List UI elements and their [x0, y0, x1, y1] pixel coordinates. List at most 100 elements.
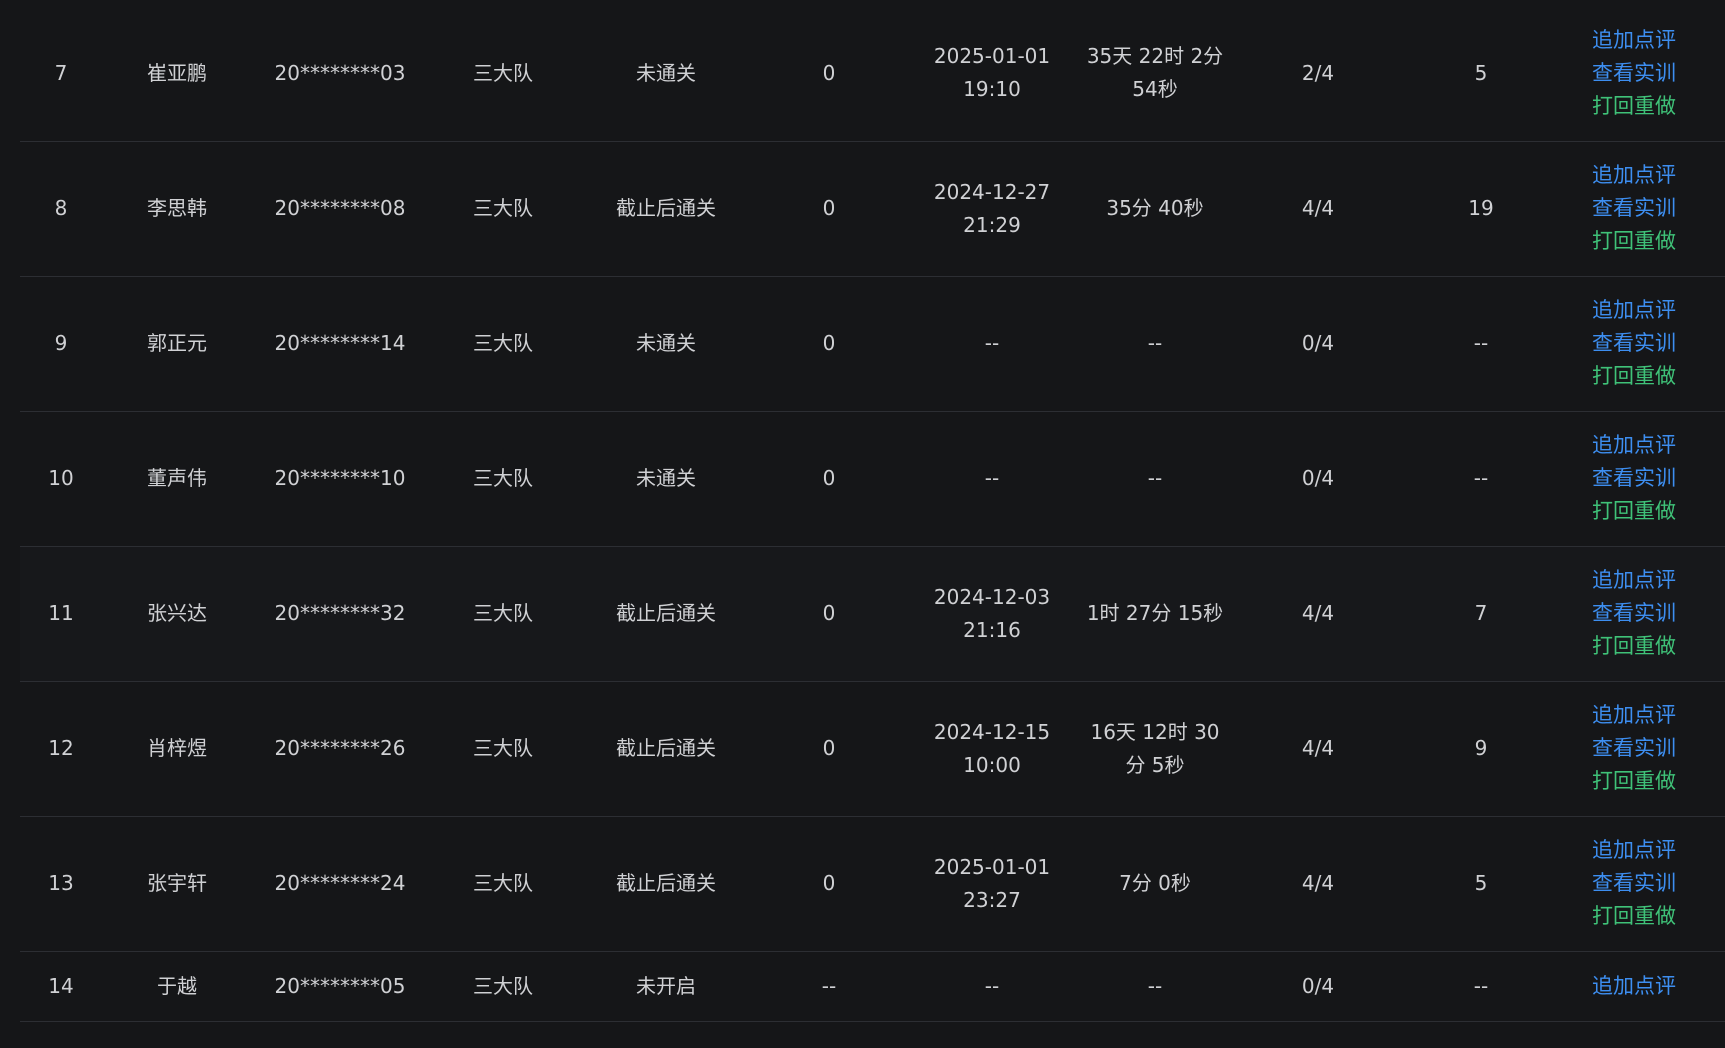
student-records-table: 7 崔亚鹏 20********03 三大队 未通关 0 2025-01-01 1…: [20, 6, 1725, 1022]
status-label: 未通关: [636, 466, 696, 490]
table-row: 8 李思韩 20********08 三大队 截止后通关 0 2024-12-2…: [20, 141, 1725, 276]
add-comment-link[interactable]: 追加点评: [1592, 568, 1676, 592]
add-comment-link[interactable]: 追加点评: [1592, 298, 1676, 322]
team-name: 三大队: [473, 601, 533, 625]
add-comment-link[interactable]: 追加点评: [1592, 703, 1676, 727]
status-label: 未通关: [636, 60, 696, 85]
score-value: 0: [822, 331, 836, 355]
team-name: 三大队: [473, 331, 533, 355]
row-number: 14: [48, 973, 74, 998]
table-row: 13 张宇轩 20********24 三大队 截止后通关 0 2025-01-…: [20, 816, 1725, 951]
view-training-link[interactable]: 查看实训: [1592, 331, 1676, 355]
attempt-count: 19: [1468, 196, 1494, 220]
submit-time: 2024-12-27 21:29: [933, 179, 1051, 237]
send-back-redo-link[interactable]: 打回重做: [1592, 904, 1676, 928]
progress-value: 4/4: [1301, 871, 1335, 895]
status-label: 截止后通关: [616, 601, 716, 625]
duration: --: [1147, 973, 1163, 998]
action-cell: 追加点评 查看实训 打回重做: [1556, 6, 1725, 141]
status-label: 未通关: [636, 331, 696, 355]
attempt-count: --: [1473, 973, 1489, 998]
duration: 7分 0秒: [1119, 871, 1191, 895]
progress-value: 4/4: [1301, 601, 1335, 625]
send-back-redo-link[interactable]: 打回重做: [1592, 634, 1676, 658]
row-number: 10: [48, 466, 74, 490]
send-back-redo-link[interactable]: 打回重做: [1592, 93, 1676, 118]
row-number: 11: [48, 601, 74, 625]
action-cell: 追加点评 查看实训 打回重做: [1556, 141, 1725, 276]
view-training-link[interactable]: 查看实训: [1592, 871, 1676, 895]
row-number: 7: [54, 60, 68, 85]
student-id: 20********24: [274, 871, 406, 895]
attempt-count: 5: [1474, 60, 1488, 85]
add-comment-link[interactable]: 追加点评: [1592, 27, 1676, 52]
duration: --: [1147, 331, 1163, 355]
view-training-link[interactable]: 查看实训: [1592, 466, 1676, 490]
action-cell: 追加点评 查看实训 打回重做: [1556, 276, 1725, 411]
table-row: 14 于越 20********05 三大队 未开启 -- -- -- 0/4 …: [20, 951, 1725, 1021]
attempt-count: 7: [1474, 601, 1488, 625]
view-training-link[interactable]: 查看实训: [1592, 196, 1676, 220]
submit-time: 2025-01-01 19:10: [933, 44, 1051, 102]
submit-time: 2025-01-01 23:27: [933, 854, 1051, 912]
add-comment-link[interactable]: 追加点评: [1592, 838, 1676, 862]
submit-time: --: [984, 331, 1000, 355]
submit-time: --: [984, 973, 1000, 998]
send-back-redo-link[interactable]: 打回重做: [1592, 769, 1676, 793]
action-cell: 追加点评 查看实训 打回重做: [1556, 546, 1725, 681]
student-id: 20********26: [274, 736, 406, 760]
status-label: 截止后通关: [616, 871, 716, 895]
score-value: 0: [822, 60, 836, 85]
row-number: 12: [48, 736, 74, 760]
attempt-count: --: [1473, 331, 1489, 355]
student-name: 肖梓煜: [147, 736, 207, 760]
add-comment-link[interactable]: 追加点评: [1592, 973, 1676, 998]
add-comment-link[interactable]: 追加点评: [1592, 163, 1676, 187]
add-comment-link[interactable]: 追加点评: [1592, 433, 1676, 457]
action-cell: 追加点评 查看实训 打回重做: [1556, 411, 1725, 546]
score-value: 0: [822, 736, 836, 760]
table-row: 12 肖梓煜 20********26 三大队 截止后通关 0 2024-12-…: [20, 681, 1725, 816]
view-training-link[interactable]: 查看实训: [1592, 601, 1676, 625]
table-row: 11 张兴达 20********32 三大队 截止后通关 0 2024-12-…: [20, 546, 1725, 681]
row-number: 8: [54, 196, 68, 220]
student-id: 20********05: [274, 973, 406, 998]
student-id: 20********10: [274, 466, 406, 490]
duration: 35分 40秒: [1106, 196, 1204, 220]
student-id: 20********03: [274, 60, 406, 85]
send-back-redo-link[interactable]: 打回重做: [1592, 364, 1676, 388]
action-cell: 追加点评: [1556, 951, 1725, 1021]
submit-time: --: [984, 466, 1000, 490]
table-row: 10 董声伟 20********10 三大队 未通关 0 -- -- 0/4 …: [20, 411, 1725, 546]
submit-time: 2024-12-15 10:00: [933, 719, 1051, 777]
progress-value: 0/4: [1301, 973, 1335, 998]
team-name: 三大队: [473, 196, 533, 220]
send-back-redo-link[interactable]: 打回重做: [1592, 229, 1676, 253]
student-name: 董声伟: [147, 466, 207, 490]
table-row: 7 崔亚鹏 20********03 三大队 未通关 0 2025-01-01 1…: [20, 6, 1725, 141]
student-name: 李思韩: [147, 196, 207, 220]
status-label: 截止后通关: [616, 736, 716, 760]
team-name: 三大队: [473, 736, 533, 760]
send-back-redo-link[interactable]: 打回重做: [1592, 499, 1676, 523]
action-cell: 追加点评 查看实训 打回重做: [1556, 681, 1725, 816]
view-training-link[interactable]: 查看实训: [1592, 60, 1676, 85]
row-number: 9: [54, 331, 68, 355]
table-row: 9 郭正元 20********14 三大队 未通关 0 -- -- 0/4 -…: [20, 276, 1725, 411]
submit-time: 2024-12-03 21:16: [933, 584, 1051, 642]
student-name: 郭正元: [147, 331, 207, 355]
student-name: 于越: [157, 973, 197, 998]
duration: 35天 22时 2分 54秒: [1086, 44, 1224, 102]
student-id: 20********08: [274, 196, 406, 220]
student-id: 20********32: [274, 601, 406, 625]
score-value: 0: [822, 871, 836, 895]
attempt-count: 9: [1474, 736, 1488, 760]
score-value: 0: [822, 196, 836, 220]
view-training-link[interactable]: 查看实训: [1592, 736, 1676, 760]
attempt-count: --: [1473, 466, 1489, 490]
team-name: 三大队: [473, 466, 533, 490]
team-name: 三大队: [473, 60, 533, 85]
row-number: 13: [48, 871, 74, 895]
duration: 1时 27分 15秒: [1086, 601, 1224, 625]
